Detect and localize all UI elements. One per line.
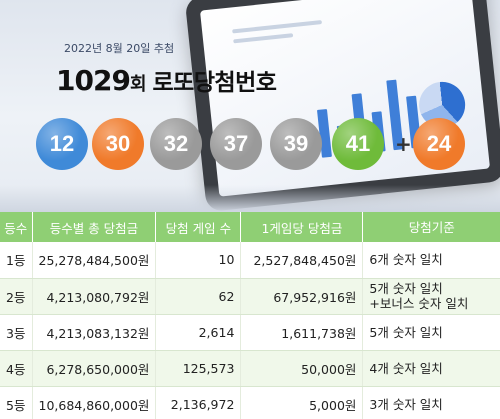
cell-prize-per-game: 67,952,916원: [240, 278, 364, 315]
winning-ball-1: 12: [36, 118, 88, 170]
lotto-banner: 2022년 8월 20일 추첨 1029회 로또당첨번호 12 30 32 37 …: [0, 0, 500, 212]
cell-prize-per-game: 1,611,738원: [240, 314, 364, 351]
cell-criteria: 4개 숫자 일치: [362, 350, 500, 387]
cell-winner-count: 10: [155, 242, 242, 279]
table-row: 4등 6,278,650,000원 125,573 50,000원 4개 숫자 …: [0, 350, 500, 387]
cell-total-prize: 4,213,083,132원: [32, 314, 157, 351]
cell-winner-count: 125,573: [155, 350, 242, 387]
table-row: 5등 10,684,860,000원 2,136,972 5,000원 3개 숫…: [0, 386, 500, 419]
cell-rank: 4등: [0, 350, 33, 387]
winning-ball-4: 37: [210, 118, 262, 170]
cell-prize-per-game: 2,527,848,450원: [240, 242, 364, 279]
cell-total-prize: 10,684,860,000원: [32, 386, 157, 419]
prize-table: 등수 등수별 총 당첨금 당첨 게임 수 1게임당 당첨금 당첨기준 1등 25…: [0, 212, 500, 419]
screen-line: [232, 20, 323, 34]
cell-rank: 1등: [0, 242, 33, 279]
cell-winner-count: 2,136,972: [155, 386, 242, 419]
header-prize-per-game: 1게임당 당첨금: [240, 212, 364, 242]
table-row: 2등 4,213,080,792원 62 67,952,916원 5개 숫자 일…: [0, 278, 500, 315]
winning-ball-5: 39: [270, 118, 322, 170]
criteria-line: 3개 숫자 일치: [369, 396, 443, 412]
winning-ball-2: 30: [92, 118, 144, 170]
cell-winner-count: 62: [155, 278, 242, 315]
screen-line: [233, 33, 294, 44]
cell-total-prize: 25,278,484,500원: [32, 242, 157, 279]
title-text: 로또당첨번호: [152, 70, 277, 96]
table-row: 1등 25,278,484,500원 10 2,527,848,450원 6개 …: [0, 242, 500, 279]
draw-date: 2022년 8월 20일 추첨: [64, 42, 175, 55]
cell-prize-per-game: 5,000원: [240, 386, 364, 419]
round-number: 1029: [56, 64, 131, 97]
cell-criteria: 6개 숫자 일치: [362, 242, 500, 279]
criteria-line: 6개 숫자 일치: [369, 252, 443, 268]
cell-criteria: 5개 숫자 일치 +보너스 숫자 일치: [362, 278, 500, 315]
header-winner-count: 당첨 게임 수: [155, 212, 242, 242]
round-suffix: 회: [129, 74, 147, 95]
cell-criteria: 5개 숫자 일치: [362, 314, 500, 351]
cell-rank: 2등: [0, 278, 33, 315]
tablet-illustration: [184, 0, 500, 212]
table-row: 3등 4,213,083,132원 2,614 1,611,738원 5개 숫자…: [0, 314, 500, 351]
cell-total-prize: 4,213,080,792원: [32, 278, 157, 315]
criteria-line: 5개 숫자 일치: [369, 324, 443, 340]
winning-ball-3: 32: [150, 118, 202, 170]
plus-sign: +: [395, 132, 412, 156]
header-rank: 등수: [0, 212, 33, 242]
bonus-ball: 24: [413, 118, 465, 170]
cell-criteria: 3개 숫자 일치: [362, 386, 500, 419]
cell-total-prize: 6,278,650,000원: [32, 350, 157, 387]
header-total-prize: 등수별 총 당첨금: [32, 212, 157, 242]
header-criteria: 당첨기준: [362, 212, 500, 242]
page-title: 1029회 로또당첨번호: [56, 63, 277, 97]
criteria-line: 5개 숫자 일치: [369, 281, 443, 296]
criteria-line: 4개 숫자 일치: [369, 360, 443, 376]
cell-rank: 3등: [0, 314, 33, 351]
cell-winner-count: 2,614: [155, 314, 242, 351]
desk-shadow: [0, 185, 500, 212]
table-header-row: 등수 등수별 총 당첨금 당첨 게임 수 1게임당 당첨금 당첨기준: [0, 212, 500, 242]
winning-ball-6: 41: [332, 118, 384, 170]
cell-prize-per-game: 50,000원: [240, 350, 364, 387]
cell-rank: 5등: [0, 386, 33, 419]
criteria-line-bonus: +보너스 숫자 일치: [369, 296, 469, 311]
